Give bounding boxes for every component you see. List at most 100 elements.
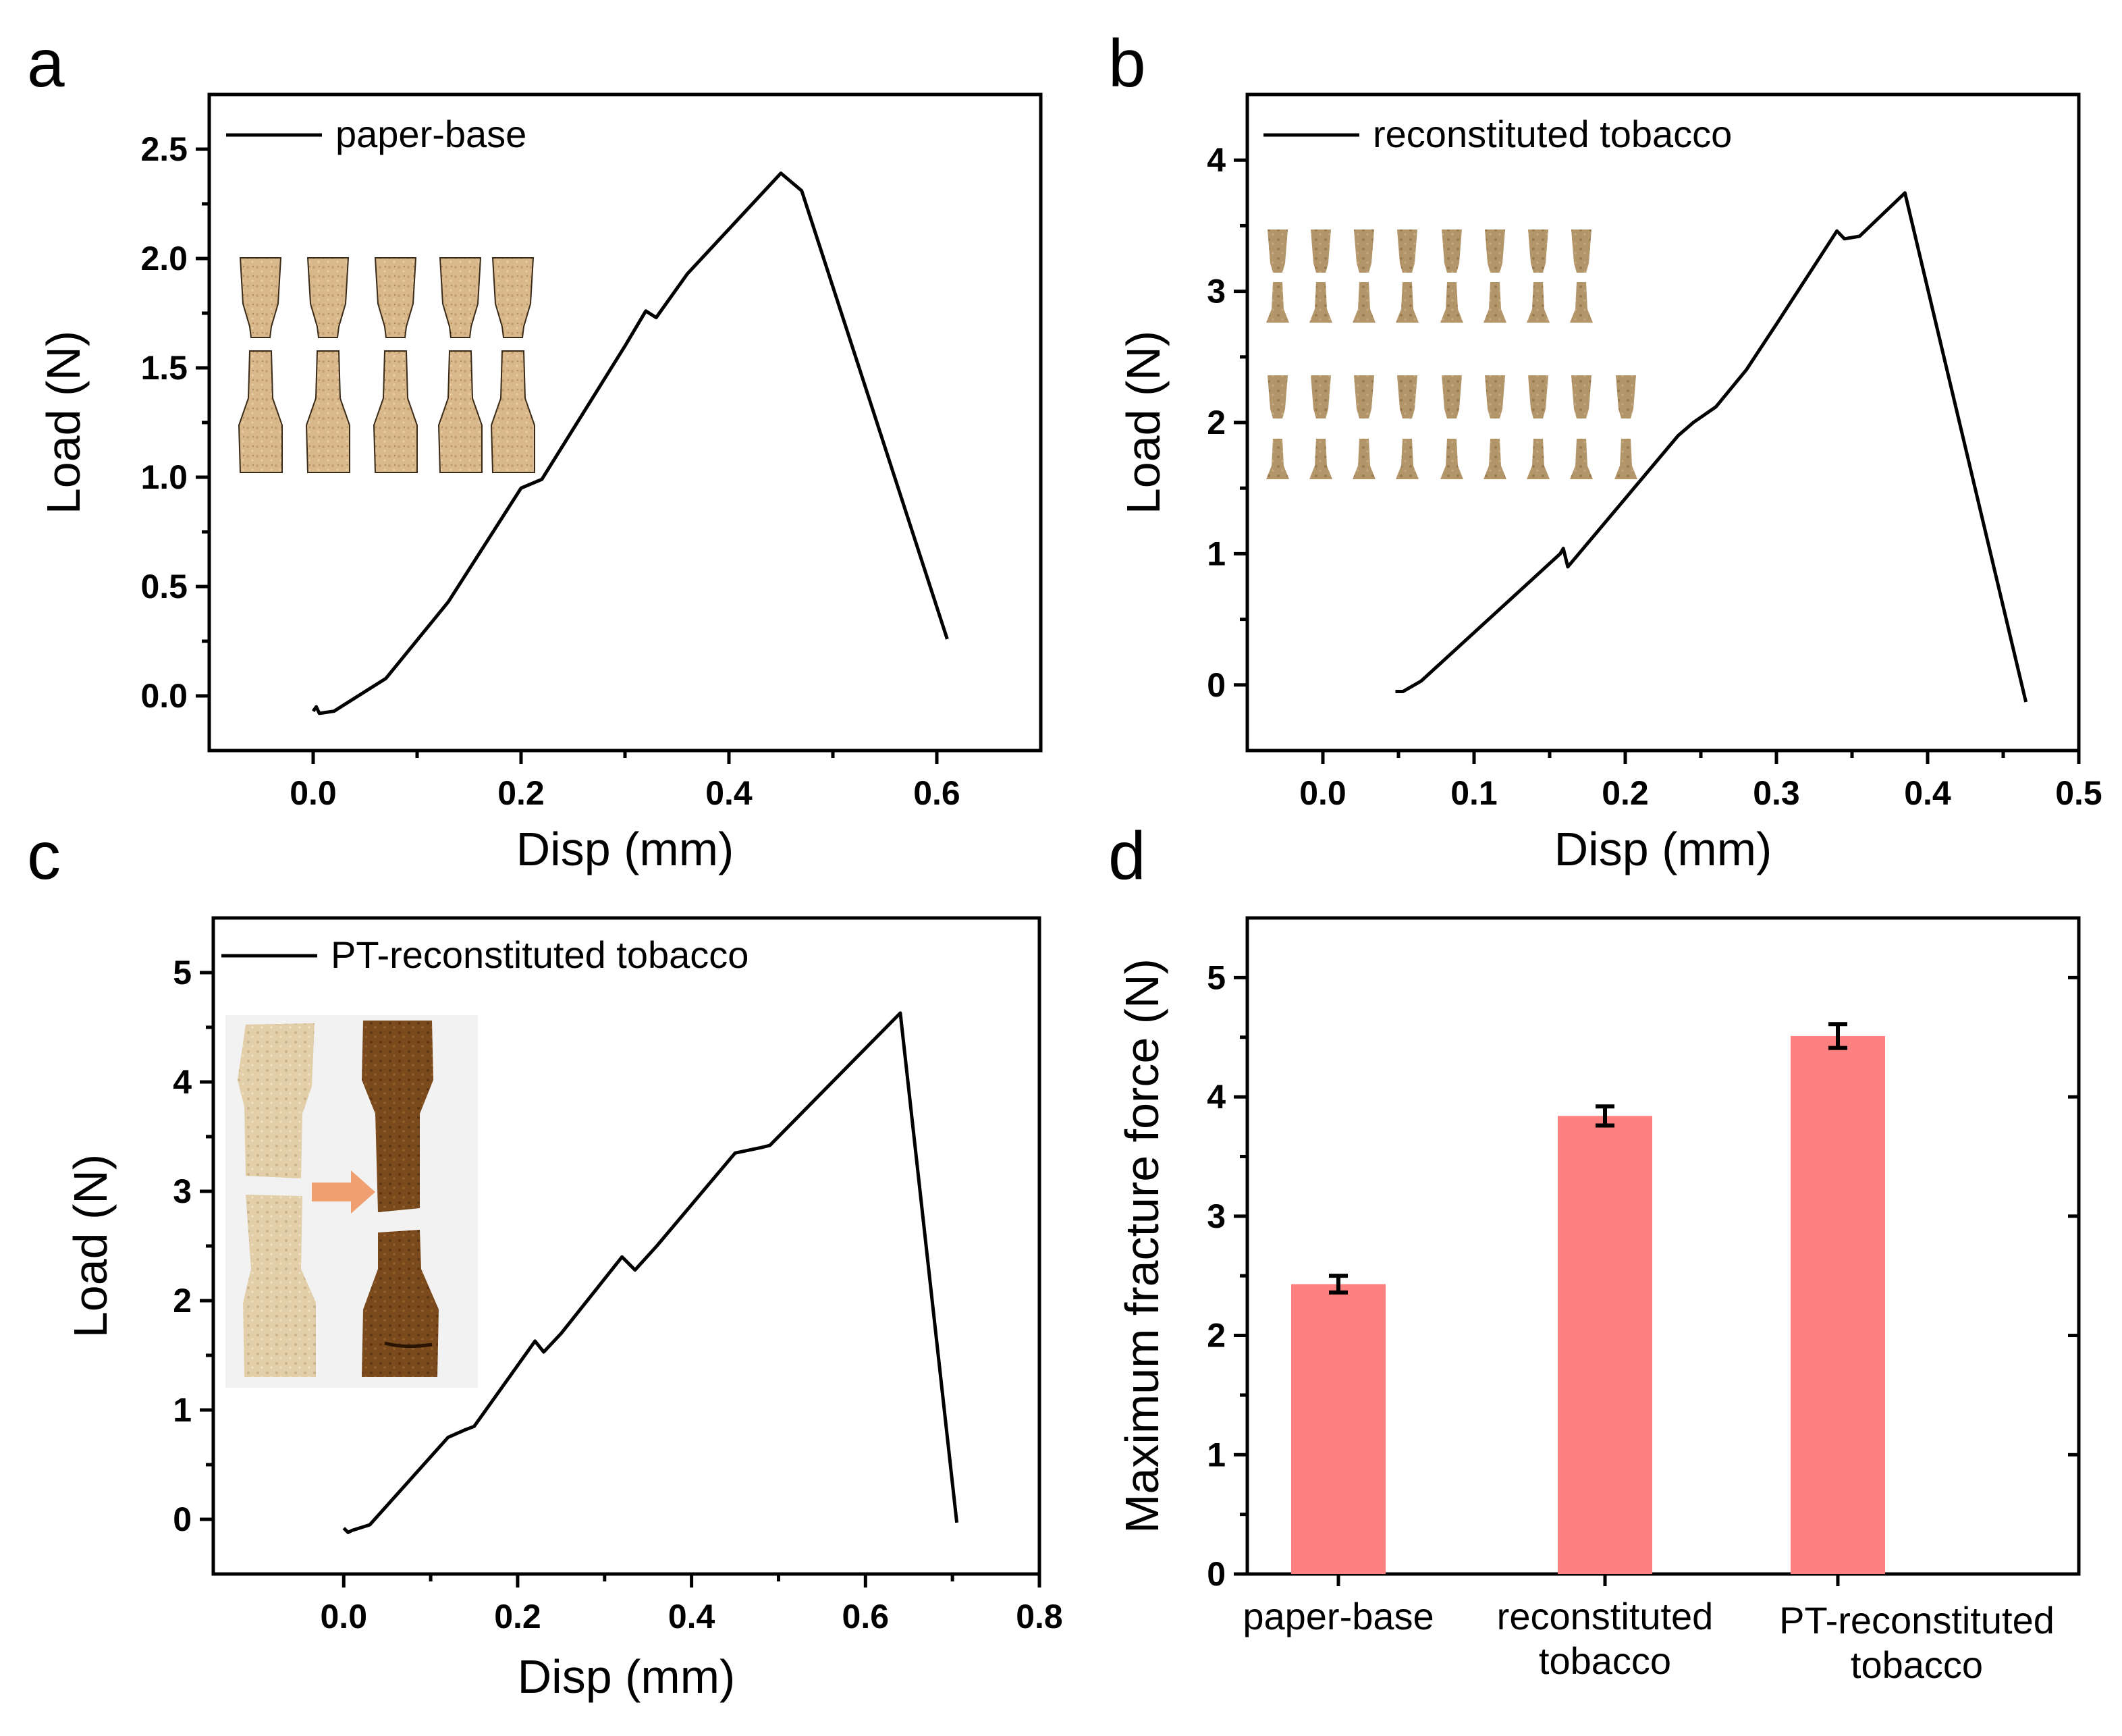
x-tick-label: 0.2 (497, 774, 545, 812)
specimen-piece (1527, 282, 1550, 323)
specimen-piece (1266, 439, 1289, 479)
specimen-piece (1485, 229, 1505, 273)
specimen-piece (1353, 282, 1376, 323)
specimen-piece (1353, 439, 1376, 479)
specimen-piece (1311, 375, 1331, 418)
specimen-piece (1397, 375, 1417, 418)
specimen-piece (1485, 375, 1505, 418)
specimen-piece (490, 350, 535, 473)
bar (1291, 1284, 1386, 1574)
y-tick-label: 1 (1207, 535, 1226, 572)
x-axis-title: Disp (mm) (1554, 823, 1772, 875)
category-label-pt-reconstituted: PT-reconstituted (1779, 1599, 2055, 1642)
legend-label: paper-base (335, 113, 526, 155)
panel-letter-a: a (27, 26, 65, 101)
specimen-piece (1440, 282, 1463, 323)
specimen-piece (1397, 229, 1417, 273)
bar (1791, 1035, 1885, 1574)
y-axis-title: Load (N) (37, 331, 90, 514)
specimen-piece (306, 257, 350, 338)
specimen-piece (1614, 439, 1637, 479)
specimen-piece (1571, 229, 1592, 273)
specimen-piece (1527, 439, 1550, 479)
specimen-piece (437, 350, 483, 473)
y-tick-label: 2 (173, 1282, 192, 1320)
specimen-piece (1484, 439, 1506, 479)
category-label-tobacco: tobacco (1539, 1639, 1671, 1682)
panel-letter-b: b (1108, 26, 1146, 101)
x-tick-label: 0.4 (1904, 774, 1951, 812)
category-label-paper-base: paper-base (1243, 1595, 1434, 1637)
specimen-piece (374, 257, 417, 338)
y-tick-label: 0.5 (140, 568, 188, 605)
x-tick-label: 0.2 (494, 1598, 541, 1635)
specimen-piece (439, 257, 482, 338)
specimen-piece (373, 350, 418, 473)
panel-b-load-displacement-chart: 0.0 0.1 0.2 0.3 0.4 0.5 0 1 2 3 4 Disp (mm) Load (N)… (1117, 92, 2102, 875)
specimen-piece (305, 350, 350, 473)
specimen-piece (1309, 282, 1332, 323)
plot-frame (1245, 916, 2081, 1576)
specimen-piece (1442, 375, 1462, 418)
panel-c-load-displacement-chart: 0.0 0.2 0.4 0.6 0.8 0 1 2 3 4 5 Disp (mm) Load (N) PT… (64, 916, 1063, 1703)
specimen-piece (1309, 439, 1332, 479)
specimen-piece (1354, 375, 1374, 418)
panel-letter-d: d (1108, 818, 1146, 894)
specimen-piece (1268, 375, 1288, 418)
reconstituted-tobacco-specimens-photo (1266, 229, 1637, 479)
y-tick-label: 4 (1207, 141, 1226, 179)
y-tick-label: 1.0 (140, 458, 188, 496)
specimen-piece (1616, 375, 1636, 418)
data-series-line (342, 1011, 959, 1534)
x-axis-title: Disp (mm) (518, 1650, 736, 1703)
y-axis-title: Maximum fracture force (N) (1116, 958, 1168, 1534)
specimen-piece (1570, 282, 1593, 323)
y-tick-label: 2.0 (140, 240, 188, 277)
specimen-piece (1440, 439, 1463, 479)
panel-letter-c: c (27, 818, 61, 894)
y-tick-label: 3 (1207, 273, 1226, 310)
y-tick-label: 1.5 (140, 349, 188, 387)
x-tick-label: 0.1 (1450, 774, 1498, 812)
x-tick-label: 0.2 (1602, 774, 1649, 812)
y-tick-label: 2 (1207, 1317, 1226, 1355)
paper-base-specimens-photo (238, 257, 535, 473)
x-tick-label: 0.0 (290, 774, 337, 812)
x-tick-label: 0.3 (1753, 774, 1800, 812)
specimen-piece (1268, 229, 1288, 273)
y-axis-title: Load (N) (64, 1154, 117, 1338)
x-tick-label: 0.5 (2055, 774, 2102, 812)
y-tick-label: 0 (1207, 666, 1226, 704)
specimen-piece (1528, 375, 1548, 418)
plot-frame (1245, 92, 2081, 753)
specimen-piece (1442, 229, 1462, 273)
specimen-piece (1266, 282, 1289, 323)
panel-a-load-displacement-chart: 0.0 0.2 0.4 0.6 0.0 0.5 1.0 1.5 2.0 2.5 Disp (mm) L… (37, 92, 1043, 875)
legend-label: PT-reconstituted tobacco (331, 933, 749, 976)
y-tick-label: 5 (173, 954, 192, 992)
x-tick-label: 0.6 (913, 774, 960, 812)
category-label-reconstituted: reconstituted (1497, 1595, 1714, 1637)
y-tick-label: 0 (173, 1500, 192, 1538)
specimen-piece (1396, 282, 1419, 323)
specimen-piece (1396, 439, 1419, 479)
y-tick-label: 3 (173, 1172, 192, 1210)
data-series-line (1395, 191, 2028, 703)
y-tick-label: 5 (1207, 958, 1226, 996)
x-axis-title: Disp (mm) (516, 823, 734, 875)
specimen-piece (1354, 229, 1374, 273)
specimen-piece (1528, 229, 1548, 273)
x-tick-label: 0.4 (705, 774, 753, 812)
y-tick-label: 0.0 (140, 677, 188, 715)
x-tick-label: 0.0 (1299, 774, 1346, 812)
x-tick-label: 0.4 (668, 1598, 715, 1635)
x-tick-label: 0.8 (1016, 1598, 1063, 1635)
pt-treatment-comparison-photo (225, 1015, 478, 1388)
specimen-piece (238, 350, 283, 473)
y-tick-label: 2 (1207, 404, 1226, 441)
x-tick-label: 0.0 (321, 1598, 368, 1635)
legend-label: reconstituted tobacco (1373, 113, 1732, 155)
specimen-piece (1570, 439, 1593, 479)
specimen-piece (1571, 375, 1592, 418)
y-tick-label: 1 (173, 1391, 192, 1429)
